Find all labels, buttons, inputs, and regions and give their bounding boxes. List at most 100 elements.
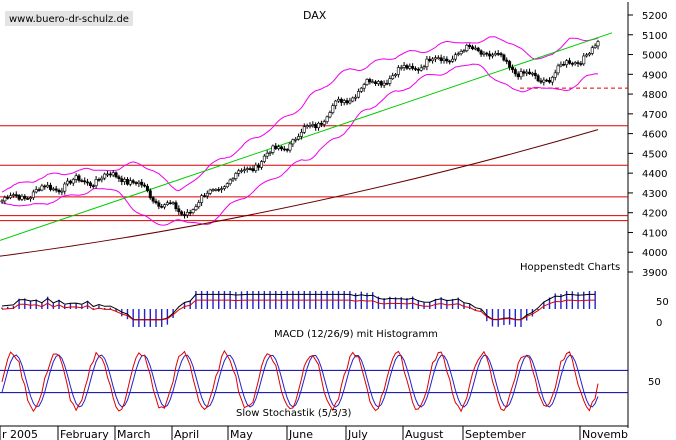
candle-body [220,188,224,190]
candle-body [74,175,78,180]
candle-body [268,152,272,154]
candle-body [140,181,144,186]
candle-body [428,58,432,62]
candle-body [422,66,426,69]
candle-body [91,185,95,187]
price-axis: 3900 4000 4100 4200 4300 4400 4500 4600 4700 4800… [628,11,667,279]
candle-body [348,100,352,104]
candle-body [567,60,571,64]
source-label: www.buero-dr-schulz.de [9,14,129,25]
candle-body [194,206,198,211]
candle-body [385,82,389,85]
candle-body [462,50,466,53]
candle-body [299,132,303,137]
candle-body [305,125,309,128]
candle-body [502,54,506,61]
candle-body [148,190,152,199]
candle-body [54,188,58,191]
candle-body [3,197,7,202]
candle-body [413,68,417,70]
candle-body [214,189,218,191]
candle-body [202,195,206,198]
candle-body [145,185,149,192]
candle-body [345,100,349,104]
candle-body [11,194,15,196]
candle-body [123,179,127,183]
candle-body [77,175,81,181]
candle-body [590,47,594,54]
candle-body [46,184,50,188]
candle-body [29,197,33,200]
candle-body [399,67,403,69]
candle-body [302,126,306,133]
macd-label: MACD (12/26/9) mit Histogramm [274,329,438,340]
candle-body [314,124,318,129]
candle-body [71,179,75,184]
candle-body [391,75,395,79]
candle-body [468,44,472,48]
candle-body [411,65,415,69]
candle-body [188,211,192,214]
candle-body [265,152,269,157]
candle-body [217,189,221,191]
candle-body [40,185,44,191]
candle-body [285,149,289,151]
stochastic-k-line [1,349,599,413]
candle-body [151,197,155,202]
candle-body [539,80,543,83]
candle-body [100,177,104,181]
candle-body [479,50,483,55]
candle-body [242,169,246,171]
candle-body [548,80,552,83]
candle-body [108,173,112,176]
candle-body [493,53,497,56]
candle-body [6,197,10,199]
candle-body [505,59,509,62]
candle-body [419,67,423,71]
month-label: August [405,428,444,440]
candle-body [225,183,229,188]
candle-body [439,57,443,61]
candle-body [177,208,181,213]
candle-body [174,202,178,210]
candle-body [388,78,392,84]
candle-body [459,51,463,55]
candle-body [131,180,135,183]
candle-body [379,81,383,86]
candle-body [396,67,400,75]
candle-body [0,200,4,203]
candle-body [519,71,523,78]
candle-body [80,180,84,182]
candles [0,39,600,219]
chart-title: DAX [303,9,327,22]
candle-body [476,47,480,52]
candle-body [473,47,477,50]
price-tick-label: 4400 [642,169,667,180]
candle-body [43,185,47,188]
candle-body [103,173,107,179]
candle-body [322,121,326,125]
candle-body [205,193,209,197]
candle-body [51,188,55,191]
candle-body [251,168,255,171]
candle-body [448,60,452,63]
month-label: March [117,428,151,440]
candle-body [68,180,72,184]
candle-body [117,176,121,179]
candle-body [451,58,455,62]
candle-body [94,179,98,187]
candle-body [376,81,380,84]
candle-body [288,143,292,151]
month-axis: r 2005 February March April May June July Augus… [0,426,628,440]
candle-body [416,68,420,71]
macd-tick-label: 50 [656,297,669,308]
stochastic-panel: 50 [0,349,661,413]
price-tick-label: 4000 [642,248,667,259]
candle-body [342,100,346,103]
candle-body [231,178,235,181]
candle-body [88,182,92,186]
candle-body [456,53,460,56]
candle-body [157,202,161,207]
